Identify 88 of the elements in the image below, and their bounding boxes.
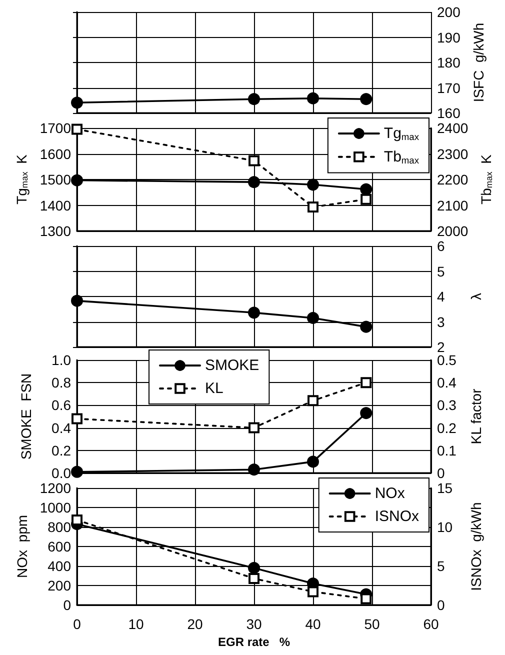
x-tick-label: 60 [423, 616, 439, 632]
y2-tick-label: 200 [437, 4, 461, 20]
y2-tick-label: 2 [437, 339, 445, 355]
y-tick-label: 0.6 [52, 397, 72, 414]
x-tick-label: 30 [246, 616, 262, 632]
legend-label: NOx [374, 485, 406, 502]
x-tick-label: 10 [128, 616, 144, 632]
y-tick-label: 0 [63, 597, 72, 613]
y2-tick-label: 10 [437, 519, 453, 535]
y2-tick-label: 0.2 [437, 420, 457, 436]
legend-label: SMOKE [205, 357, 260, 374]
y-tick-label: 1600 [40, 146, 72, 162]
y2-tick-label: 0.5 [437, 352, 457, 368]
y2-tick-label: 2000 [437, 223, 468, 239]
y2-tick-label: 0.1 [437, 442, 457, 458]
point [307, 456, 319, 468]
y2-tick-label: 0 [437, 597, 445, 613]
y2-tick-label: 15 [437, 480, 453, 496]
y2-axis-title: ISNOx g/kWh [468, 502, 484, 591]
x-tick-label: 40 [305, 616, 321, 632]
y2-tick-label: 0.3 [437, 397, 457, 414]
y2-tick-label: 180 [437, 54, 461, 70]
y-tick-label: 1400 [40, 197, 72, 214]
legend-label: ISNOx [374, 508, 420, 525]
y2-tick-label: 2400 [437, 120, 468, 136]
y2-tick-label: 160 [437, 105, 461, 121]
y-tick-label: 1000 [40, 500, 72, 516]
point [72, 124, 82, 135]
x-axis-title: EGR rate % [218, 634, 290, 649]
point [360, 320, 372, 333]
y-tick-label: 200 [48, 578, 72, 594]
y2-tick-label: 5 [437, 558, 445, 574]
y2-tick-label: 4 [437, 288, 445, 304]
y2-tick-label: 0.4 [437, 374, 457, 391]
point [248, 464, 260, 476]
point [248, 562, 260, 574]
y-axis-title: NOx ppm [14, 514, 30, 578]
y2-tick-label: 3 [437, 314, 445, 330]
point [308, 202, 318, 213]
y-tick-label: 1700 [40, 120, 72, 136]
y-tick-label: 1500 [40, 172, 72, 188]
x-tick-label: 0 [73, 616, 82, 632]
y-tick-label: 800 [48, 519, 72, 535]
y-tick-label: 600 [48, 538, 72, 554]
y2-tick-label: 2100 [437, 197, 468, 214]
point [308, 586, 318, 598]
legend-label: Tgmax [384, 125, 420, 142]
y2-tick-label: 0 [437, 465, 445, 481]
point [248, 306, 260, 319]
y-tick-label: 400 [48, 558, 72, 574]
y2-axis-title: Tbmax K [478, 154, 494, 204]
y2-axis-title: λ [468, 293, 484, 300]
point [71, 466, 83, 478]
x-tick-label: 20 [187, 616, 203, 632]
point [360, 377, 372, 388]
legend-label: KL [205, 380, 224, 397]
point [360, 194, 372, 205]
y-axis-title: SMOKE FSN [18, 373, 34, 460]
y-tick-label: 0.8 [52, 374, 72, 391]
x-tick-label: 50 [364, 616, 380, 632]
y-tick-label: 0.2 [52, 442, 72, 458]
point [248, 176, 260, 188]
point [307, 178, 319, 191]
legend-label: Tbmax [384, 148, 420, 166]
point [360, 407, 372, 420]
point [248, 155, 260, 166]
y-tick-label: 0.0 [52, 465, 72, 481]
point [72, 413, 82, 424]
point [307, 312, 319, 324]
point [248, 422, 260, 434]
y-tick-label: 1300 [40, 223, 72, 239]
y2-axis-title: ISFC g/kWh [470, 22, 486, 102]
y-axis-title: Tgmax K [13, 154, 30, 204]
point [308, 395, 318, 406]
y2-tick-label: 170 [437, 80, 461, 96]
y2-tick-label: 2300 [437, 146, 468, 162]
point [248, 572, 260, 584]
y2-tick-label: 2200 [437, 172, 468, 188]
y2-tick-label: 190 [437, 29, 461, 46]
y-tick-label: 0.4 [52, 420, 72, 436]
y2-tick-label: 5 [437, 263, 445, 280]
point [71, 294, 83, 307]
y-tick-label: 1.0 [52, 352, 72, 368]
y2-tick-label: 6 [437, 238, 445, 254]
point [360, 183, 372, 196]
point [71, 174, 83, 186]
y-tick-label: 1200 [40, 480, 72, 496]
y2-axis-title: KL factor [468, 388, 484, 444]
